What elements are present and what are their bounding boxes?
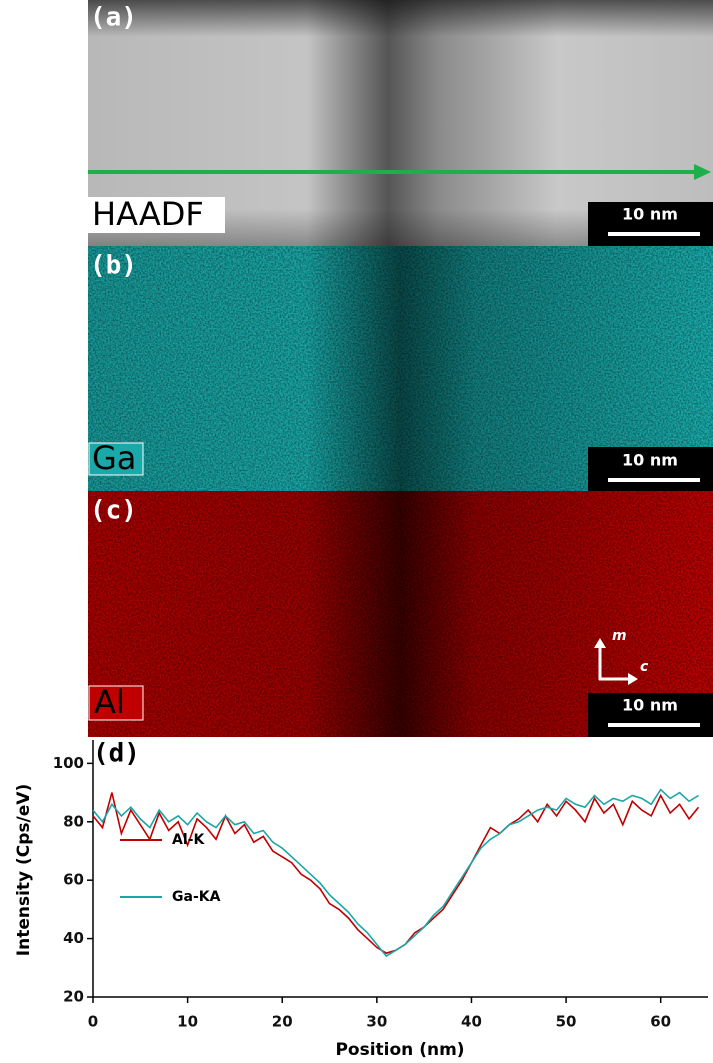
scale-bar: 10 nm — [588, 447, 713, 491]
x-tick-label: 50 — [556, 1013, 577, 1031]
scale-bar-bg — [588, 693, 713, 737]
x-tick-label: 60 — [650, 1013, 671, 1031]
y-tick-label: 40 — [63, 929, 84, 947]
y-axis-label: Intensity (Cps/eV) — [14, 784, 34, 956]
data-line — [92, 792, 700, 955]
data-line — [92, 788, 699, 958]
y-tick-label: 60 — [63, 871, 84, 889]
label-box — [88, 197, 225, 233]
scale-bar-label: 10 nm — [622, 205, 678, 224]
x-tick-label: 30 — [366, 1013, 387, 1031]
legend-label: Ga-KA — [172, 889, 221, 905]
panel-label: (a) — [90, 3, 137, 33]
scale-bar-label: 10 nm — [622, 451, 678, 470]
x-tick-label: 10 — [177, 1013, 198, 1031]
scale-bar: 10 nm — [588, 693, 713, 737]
arrowhead — [594, 638, 606, 648]
x-tick-label: 0 — [88, 1013, 98, 1031]
label-box — [88, 685, 144, 721]
x-axis-label: Position (nm) — [335, 1040, 464, 1060]
map-label: Ga — [92, 439, 136, 477]
scale-bar-bg — [588, 447, 713, 491]
scale-bar: 10 nm — [588, 202, 713, 246]
axes-indicator: m c — [594, 628, 649, 685]
scale-bar-bg — [588, 202, 713, 246]
map-label: Al — [94, 683, 125, 721]
x-tick-label: 20 — [272, 1013, 293, 1031]
y-tick-label: 100 — [53, 754, 84, 772]
panel-label: (d) — [93, 739, 140, 769]
map-label: HAADF — [92, 195, 204, 233]
y-tick-label: 20 — [63, 988, 84, 1006]
label-box — [88, 442, 144, 476]
scan-arrowhead — [694, 164, 711, 180]
y-tick-label: 80 — [63, 812, 84, 830]
x-tick-label: 40 — [461, 1013, 482, 1031]
axis-label: m — [612, 628, 627, 644]
panel-label: (b) — [90, 251, 137, 281]
legend-label: Al-K — [172, 832, 205, 848]
arrowhead — [628, 673, 638, 685]
panel-label: (c) — [90, 496, 137, 526]
axis-label: c — [640, 659, 649, 675]
scale-bar-label: 10 nm — [622, 696, 678, 715]
